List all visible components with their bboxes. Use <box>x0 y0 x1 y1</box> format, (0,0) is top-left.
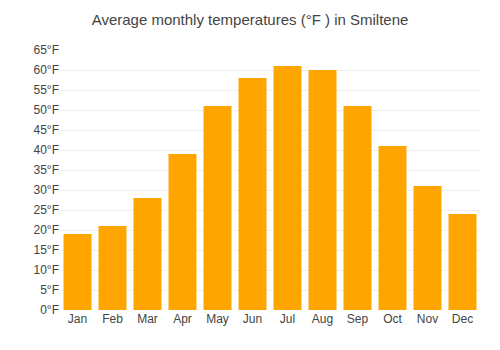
svg-text:Apr: Apr <box>173 312 192 326</box>
svg-text:10°F: 10°F <box>34 263 59 277</box>
svg-text:20°F: 20°F <box>34 223 59 237</box>
svg-text:55°F: 55°F <box>34 83 59 97</box>
svg-text:Feb: Feb <box>102 312 123 326</box>
svg-text:Mar: Mar <box>137 312 158 326</box>
svg-text:15°F: 15°F <box>34 243 59 257</box>
svg-text:40°F: 40°F <box>34 143 59 157</box>
svg-text:25°F: 25°F <box>34 203 59 217</box>
svg-text:Jul: Jul <box>280 312 295 326</box>
svg-text:50°F: 50°F <box>34 103 59 117</box>
svg-text:5°F: 5°F <box>40 283 59 297</box>
svg-text:35°F: 35°F <box>34 163 59 177</box>
svg-text:Average monthly temperatures (: Average monthly temperatures (°F ) in Sm… <box>92 11 409 28</box>
svg-text:0°F: 0°F <box>40 303 59 317</box>
svg-text:Oct: Oct <box>383 312 402 326</box>
svg-text:Sep: Sep <box>347 312 369 326</box>
svg-text:60°F: 60°F <box>34 63 59 77</box>
svg-text:Dec: Dec <box>452 312 473 326</box>
svg-text:Nov: Nov <box>417 312 438 326</box>
svg-text:May: May <box>206 312 229 326</box>
svg-text:45°F: 45°F <box>34 123 59 137</box>
svg-text:Jan: Jan <box>68 312 87 326</box>
svg-text:30°F: 30°F <box>34 183 59 197</box>
svg-text:Jun: Jun <box>243 312 262 326</box>
svg-text:65°F: 65°F <box>34 43 59 57</box>
svg-text:Aug: Aug <box>312 312 333 326</box>
